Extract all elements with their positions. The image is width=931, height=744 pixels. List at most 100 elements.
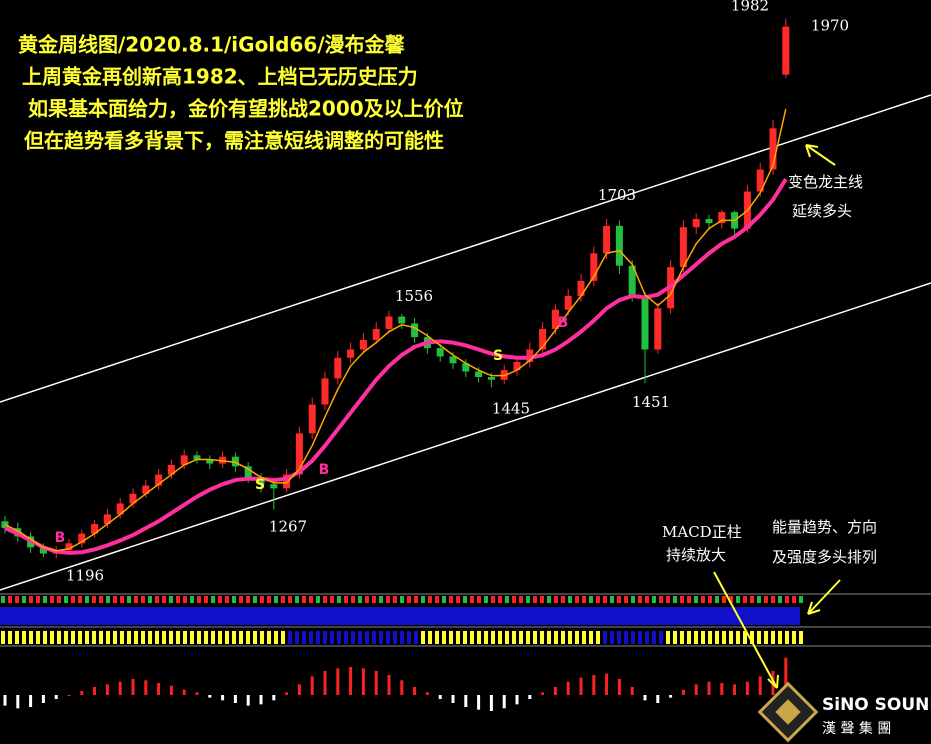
macd-bar	[515, 695, 519, 705]
indicator-strip	[799, 596, 803, 603]
indicator-strip	[442, 631, 446, 644]
candle-body	[270, 484, 278, 489]
indicator-strip	[260, 631, 264, 644]
indicator-strip	[393, 631, 397, 644]
signal-label: S	[493, 348, 503, 364]
candle-body	[769, 128, 777, 170]
candle-body	[564, 295, 572, 310]
indicator-strip	[603, 596, 607, 603]
indicator-strip	[78, 631, 82, 644]
indicator-strip	[491, 596, 495, 603]
indicator-strip	[533, 596, 537, 603]
candle-body	[603, 225, 611, 254]
indicator-strip	[561, 631, 565, 644]
indicator-strip	[29, 631, 33, 644]
indicator-strip	[309, 631, 313, 644]
macd-bar	[592, 675, 596, 695]
macd-bar	[93, 687, 97, 695]
indicator-strip	[526, 631, 530, 644]
macd-bar	[131, 679, 135, 695]
macd-bar	[259, 695, 263, 705]
candle-body	[756, 169, 764, 192]
indicator-strip	[176, 596, 180, 603]
indicator-strip	[554, 631, 558, 644]
macd-bar	[438, 695, 442, 699]
indicator-strip	[715, 631, 719, 644]
indicator-strip	[218, 631, 222, 644]
logo-mark	[775, 699, 801, 725]
indicator-strip	[337, 631, 341, 644]
indicator-strip	[631, 631, 635, 644]
indicator-strip	[260, 596, 264, 603]
logo-text: 漢 聲 集 團	[822, 720, 891, 737]
indicator-strip	[386, 596, 390, 603]
indicator-strip	[155, 596, 159, 603]
indicator-strip	[582, 631, 586, 644]
price-label: 1703	[598, 186, 636, 204]
indicator-strip	[22, 596, 26, 603]
price-label: 1451	[632, 393, 670, 411]
signal-label: B	[558, 315, 569, 331]
indicator-strip	[176, 631, 180, 644]
indicator-strip	[239, 631, 243, 644]
indicator-strip	[519, 631, 523, 644]
candle-body	[334, 357, 342, 379]
indicator-strip	[288, 631, 292, 644]
macd-bar	[105, 684, 109, 695]
indicator-strip	[771, 631, 775, 644]
candle-body	[155, 474, 163, 486]
indicator-strip	[169, 596, 173, 603]
indicator-strip	[106, 596, 110, 603]
candle-body	[167, 464, 175, 475]
indicator-strip	[302, 596, 306, 603]
marks: 1196 1267 1556 1445 1703 1451 1982 1970 B S B S B	[0, 0, 931, 711]
indicator-strip	[8, 631, 12, 644]
indicator-strip	[596, 596, 600, 603]
indicator-strip	[407, 631, 411, 644]
candle-body	[78, 533, 86, 544]
indicator-strip	[8, 596, 12, 603]
candle-body	[398, 316, 406, 324]
candle-body	[526, 349, 534, 362]
indicator-strip	[484, 596, 488, 603]
macd-bar	[605, 673, 609, 695]
indicator-strip	[64, 596, 68, 603]
macd-bar	[3, 695, 7, 706]
indicator-strip	[421, 631, 425, 644]
indicator-strip	[85, 631, 89, 644]
indicator-strip	[239, 596, 243, 603]
indicator-strip	[400, 631, 404, 644]
candle-body	[449, 356, 457, 364]
indicator-strip	[680, 631, 684, 644]
candle-body	[193, 455, 201, 460]
indicator-strip	[183, 631, 187, 644]
indicator-strip	[274, 596, 278, 603]
macd-bar	[195, 692, 199, 695]
indicator-strip	[456, 596, 460, 603]
signal-label: B	[319, 462, 330, 478]
indicator-strip	[211, 631, 215, 644]
indicator-strip	[36, 631, 40, 644]
candle-body	[641, 295, 649, 350]
price-label: 1445	[492, 399, 530, 417]
indicator-strip	[57, 596, 61, 603]
candle-body	[142, 485, 150, 494]
indicator-strip	[330, 631, 334, 644]
macd-bar	[464, 695, 468, 707]
indicator-strip	[274, 631, 278, 644]
indicator-strip	[1, 631, 5, 644]
indicator-strip	[211, 596, 215, 603]
candle-body	[257, 477, 265, 485]
indicator-strip	[449, 631, 453, 644]
indicator-strip	[43, 596, 47, 603]
candle-body	[436, 348, 444, 357]
price-label: 1556	[395, 287, 433, 305]
indicator-strip	[491, 631, 495, 644]
indicator-strip	[141, 631, 145, 644]
indicator-strip	[351, 596, 355, 603]
macd-bar	[208, 695, 212, 698]
annotation: 及强度多头排列	[772, 548, 877, 566]
indicator-strip	[127, 596, 131, 603]
indicator-strip	[736, 631, 740, 644]
indicator-strip	[652, 596, 656, 603]
